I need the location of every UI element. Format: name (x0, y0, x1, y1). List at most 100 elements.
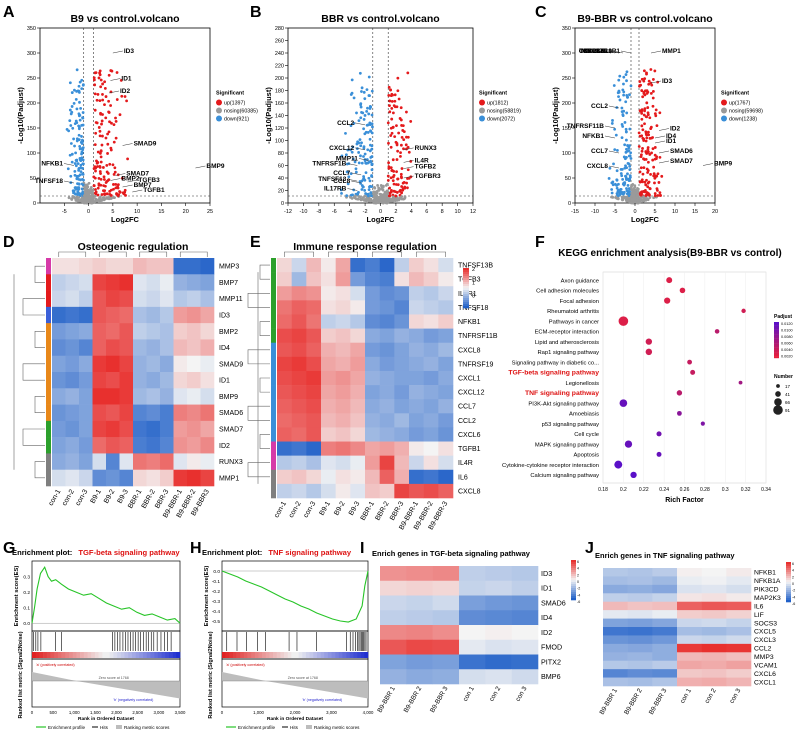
gene-label: TGFB1 (143, 187, 165, 194)
data-point (633, 184, 637, 188)
label-leader (658, 150, 670, 154)
heatmap-cell (52, 258, 66, 275)
heatmap-cell (79, 339, 93, 357)
data-point (391, 93, 394, 97)
x-axis-label: Log2FC (111, 215, 139, 224)
data-point (106, 152, 109, 155)
gene-label: TNFRSF1B (312, 161, 346, 168)
data-point (119, 79, 123, 82)
colorbar-label: -2 (792, 589, 795, 593)
data-point (395, 141, 399, 145)
data-point (99, 155, 103, 159)
colorbar-segment (786, 570, 791, 573)
data-point (639, 109, 642, 113)
heatmap-cell (160, 388, 174, 405)
padjust-colorbar (774, 331, 779, 333)
data-point (643, 180, 647, 184)
panel-letter-b: B (250, 4, 262, 21)
data-point (369, 105, 373, 109)
label-leader (604, 135, 616, 139)
heatmap-cell (65, 339, 80, 357)
data-point (395, 170, 398, 174)
heatmap-cell (350, 314, 366, 329)
row-label: BMP2 (219, 329, 238, 336)
colorbar-segment (786, 596, 791, 599)
heatmap-cell (79, 258, 93, 275)
data-point (620, 174, 624, 178)
data-point (118, 113, 122, 117)
panel-letter-d: D (3, 234, 15, 251)
heatmap-cell (119, 404, 134, 422)
data-point (610, 122, 614, 125)
gene-label: CXCL8 (587, 163, 609, 170)
heatmap-cell (409, 314, 424, 329)
heatmap-cell (187, 355, 201, 373)
rank-gradient (309, 652, 314, 658)
term-dot (676, 390, 683, 396)
data-point (651, 78, 655, 81)
heatmap-cell (409, 300, 424, 315)
data-point (345, 170, 349, 174)
heatmap-cell (200, 404, 215, 422)
y-axis-label: -Log10(Padjust) (551, 87, 560, 144)
data-point (645, 178, 648, 182)
row-label: ID1 (219, 378, 230, 385)
data-point (388, 191, 392, 195)
data-point (393, 99, 397, 103)
row-label: NFKB1 (754, 570, 776, 577)
rank-gradient (342, 652, 347, 658)
data-point (68, 81, 72, 85)
data-point (629, 186, 633, 190)
data-point (369, 129, 373, 133)
colorbar-segment (786, 578, 791, 581)
data-point (112, 183, 115, 186)
gene-label: TGFB2 (415, 164, 437, 171)
label-leader (658, 160, 670, 164)
heatmap-cell (459, 610, 486, 626)
data-point (114, 136, 118, 140)
row-label: IL4R (458, 460, 473, 467)
data-point (618, 98, 622, 102)
padjust-colorbar (774, 336, 779, 339)
heatmap-cell (321, 441, 336, 456)
data-point (640, 149, 644, 153)
row-group-bar (271, 300, 276, 315)
data-point (628, 164, 632, 168)
heatmap-cell (160, 323, 174, 340)
x-tick-label: 0 (633, 209, 636, 215)
heatmap-cell (133, 258, 147, 275)
row-group-bar (271, 455, 276, 471)
data-point (648, 193, 651, 197)
heatmap-cell (394, 272, 410, 287)
data-point (383, 197, 387, 201)
data-point (358, 195, 362, 199)
heatmap-cell (432, 580, 460, 596)
heatmap-cell (173, 372, 188, 389)
x-tick-label: 20 (183, 209, 189, 215)
heatmap-cell (173, 420, 188, 438)
heatmap-cell (511, 580, 539, 596)
data-point (74, 151, 78, 155)
rank-gradient (338, 652, 343, 658)
y-tick-label: 120 (275, 126, 284, 132)
colorbar-segment (463, 268, 469, 271)
heatmap-cell (726, 669, 752, 678)
padjust-tick: 0.0020 (781, 355, 793, 359)
row-group-bar (271, 356, 276, 372)
heatmap-cell (409, 399, 424, 414)
x-tick-label: 25 (207, 209, 213, 215)
data-point (400, 176, 403, 180)
heatmap-cell (106, 404, 120, 422)
data-point (402, 147, 405, 151)
heatmap-cell (380, 580, 407, 596)
heatmap-cell (379, 314, 395, 329)
data-point (643, 93, 647, 97)
term-label: Calcium signaling pathway (530, 473, 599, 479)
heatmap-cell (160, 469, 174, 487)
label-leader (110, 178, 121, 181)
row-label: ID2 (541, 628, 552, 637)
rank-gradient (353, 652, 358, 658)
rank-gradient (320, 652, 325, 658)
data-point (79, 170, 83, 174)
heatmap-cell (277, 328, 292, 344)
